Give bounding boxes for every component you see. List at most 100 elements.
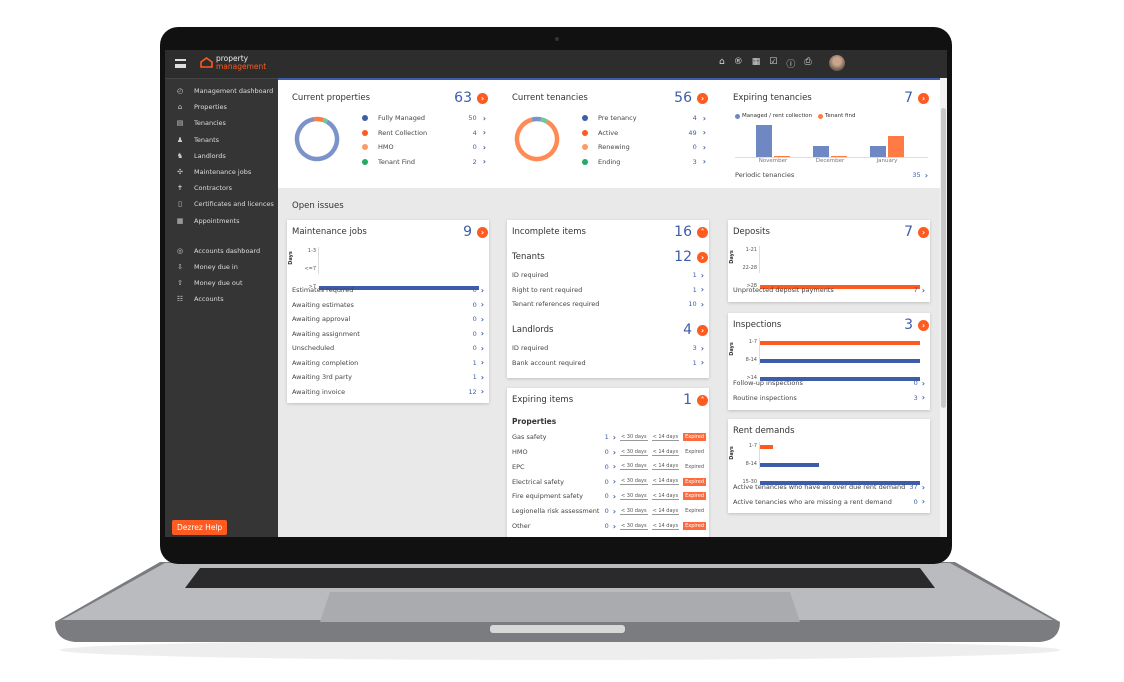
tag-expired[interactable]: Expired	[685, 463, 704, 470]
expiring-item-row[interactable]: EPC 0 › < 30 days < 14 days Expired	[512, 460, 706, 475]
legend-item[interactable]: Renewing 0 ›	[582, 140, 706, 155]
sidebar-item-certificates-and-licences[interactable]: ▯ Certificates and licences	[165, 197, 278, 211]
bar->28[interactable]	[760, 284, 920, 289]
chevron-right-icon[interactable]: ›	[482, 142, 486, 152]
legend-item[interactable]: Pre tenancy 4 ›	[582, 111, 706, 126]
home-icon[interactable]: ⌂	[719, 57, 725, 67]
list-item[interactable]: Awaiting invoice 12 ›	[292, 385, 484, 400]
bar-december-1[interactable]	[831, 156, 847, 157]
chevron-right-icon[interactable]: ›	[921, 285, 925, 295]
inspections-open-button[interactable]: ›	[918, 320, 929, 331]
sidebar-item-accounts[interactable]: ☷ Accounts	[165, 292, 278, 306]
chevron-right-icon[interactable]: ›	[612, 491, 617, 501]
chevron-right-icon[interactable]: ›	[921, 393, 925, 403]
chevron-right-icon[interactable]: ›	[480, 358, 484, 368]
expiring-item-row[interactable]: Gas safety 1 › < 30 days < 14 days Expired	[512, 430, 706, 445]
expiring-item-row[interactable]: Fire equipment safety 0 › < 30 days < 14 day…	[512, 489, 706, 504]
expiring-item-row[interactable]: Legionella risk assessment 0 › < 30 days < 1…	[512, 504, 706, 519]
expiring-item-row[interactable]: Electrical safety 0 › < 30 days < 14 days Exp…	[512, 474, 706, 489]
tag-expired[interactable]: Expired	[683, 477, 706, 486]
bar-1-7[interactable]	[760, 444, 773, 449]
bar-december-0[interactable]	[813, 146, 829, 157]
list-item[interactable]: Right to rent required 1 ›	[512, 283, 704, 298]
legend-item[interactable]: Active 49 ›	[582, 126, 706, 141]
expiring-item-row[interactable]: HMO 0 › < 30 days < 14 days Expired	[512, 445, 706, 460]
tenants-open-button[interactable]: ›	[697, 252, 708, 263]
sidebar-item-money-due-in[interactable]: ⇩ Money due in	[165, 260, 278, 274]
bar-8-14[interactable]	[760, 462, 820, 467]
sidebar-item-appointments[interactable]: ▦ Appointments	[165, 214, 278, 228]
list-item[interactable]: Tenant references required 10 ›	[512, 297, 704, 312]
list-item[interactable]: Active tenancies who have an over due re…	[733, 480, 925, 495]
bar-january-0[interactable]	[870, 146, 886, 157]
sidebar-item-tenancies[interactable]: ▤ Tenancies	[165, 116, 278, 130]
periodic-tenancies-row[interactable]: Periodic tenancies 35 ›	[735, 168, 928, 183]
chevron-right-icon[interactable]: ›	[700, 285, 704, 295]
chevron-right-icon[interactable]: ›	[612, 462, 617, 472]
bar->7[interactable]	[319, 285, 479, 290]
print-icon[interactable]: ⎙	[804, 57, 812, 67]
legend-item[interactable]: Fully Managed 50 ›	[362, 111, 486, 126]
tag-14-days[interactable]: < 14 days	[651, 478, 680, 486]
calculator-icon[interactable]: ▦	[751, 57, 761, 67]
legend-item[interactable]: Ending 3 ›	[582, 155, 706, 170]
tag-14-days[interactable]: < 14 days	[651, 492, 680, 500]
sidebar-item-landlords[interactable]: ♞ Landlords	[165, 149, 278, 163]
chevron-right-icon[interactable]: ›	[612, 521, 617, 531]
chevron-right-icon[interactable]: ›	[700, 299, 704, 309]
help-button[interactable]: Dezrez Help	[172, 520, 228, 535]
legend-item[interactable]: Tenant Find 2 ›	[362, 155, 486, 170]
avatar[interactable]	[829, 55, 845, 71]
sidebar-item-money-due-out[interactable]: ⇧ Money due out	[165, 276, 278, 290]
tag-30-days[interactable]: < 30 days	[620, 507, 648, 515]
bar-november-1[interactable]	[774, 156, 790, 157]
legend-item[interactable]: Rent Collection 4 ›	[362, 126, 486, 141]
chevron-right-icon[interactable]: ›	[480, 387, 484, 397]
chevron-right-icon[interactable]: ›	[612, 432, 617, 442]
list-item[interactable]: Awaiting completion 1 ›	[292, 356, 484, 371]
sidebar-item-tenants[interactable]: ♟ Tenants	[165, 133, 278, 147]
bar-15-30[interactable]	[760, 480, 920, 485]
chevron-right-icon[interactable]: ›	[702, 113, 706, 123]
bar-november-0[interactable]	[756, 125, 772, 157]
chevron-right-icon[interactable]: ›	[480, 314, 484, 324]
tag-expired[interactable]: Expired	[685, 449, 704, 456]
tag-14-days[interactable]: < 14 days	[651, 433, 680, 441]
list-item[interactable]: Unscheduled 0 ›	[292, 341, 484, 356]
list-item[interactable]: Follow-up inspections 0 ›	[733, 376, 925, 391]
chevron-right-icon[interactable]: ›	[702, 128, 706, 138]
alert-icon[interactable]: ⓘ	[786, 60, 796, 70]
chevron-right-icon[interactable]: ›	[702, 142, 706, 152]
tag-14-days[interactable]: < 14 days	[651, 463, 680, 471]
list-item[interactable]: Estimates required 0 ›	[292, 283, 484, 298]
tag-expired[interactable]: Expired	[683, 433, 706, 442]
incomplete-items-collapse-button[interactable]: ˄	[697, 227, 708, 238]
bar-january-1[interactable]	[888, 135, 904, 157]
chevron-right-icon[interactable]: ›	[924, 170, 928, 180]
chevron-right-icon[interactable]: ›	[612, 447, 617, 457]
list-item[interactable]: Awaiting approval 0 ›	[292, 312, 484, 327]
maintenance-jobs-open-button[interactable]: ›	[477, 227, 488, 238]
tag-30-days[interactable]: < 30 days	[620, 522, 648, 530]
tag-14-days[interactable]: < 14 days	[651, 448, 680, 456]
checkbox-icon[interactable]: ☑	[769, 57, 778, 67]
tag-30-days[interactable]: < 30 days	[620, 463, 648, 471]
list-item[interactable]: Unprotected deposit payments 7 ›	[733, 283, 925, 298]
deposits-open-button[interactable]: ›	[918, 227, 929, 238]
chevron-right-icon[interactable]: ›	[480, 329, 484, 339]
chevron-right-icon[interactable]: ›	[700, 270, 704, 280]
sidebar-item-accounts-dashboard[interactable]: ◎ Accounts dashboard	[165, 244, 278, 258]
chevron-right-icon[interactable]: ›	[702, 157, 706, 167]
bar-8-14[interactable]	[760, 358, 920, 363]
sidebar-item-maintenance-jobs[interactable]: ✣ Maintenance jobs	[165, 165, 278, 179]
current-tenancies-open-button[interactable]: ›	[697, 93, 708, 104]
sidebar-item-management-dashboard[interactable]: ◴ Management dashboard	[165, 84, 278, 98]
landlords-open-button[interactable]: ›	[697, 325, 708, 336]
chevron-right-icon[interactable]: ›	[700, 358, 704, 368]
list-item[interactable]: Awaiting estimates 0 ›	[292, 298, 484, 313]
tag-30-days[interactable]: < 30 days	[620, 478, 648, 486]
chevron-right-icon[interactable]: ›	[482, 157, 486, 167]
chevron-right-icon[interactable]: ›	[921, 497, 925, 507]
tag-30-days[interactable]: < 30 days	[620, 433, 648, 441]
chevron-right-icon[interactable]: ›	[612, 477, 617, 487]
